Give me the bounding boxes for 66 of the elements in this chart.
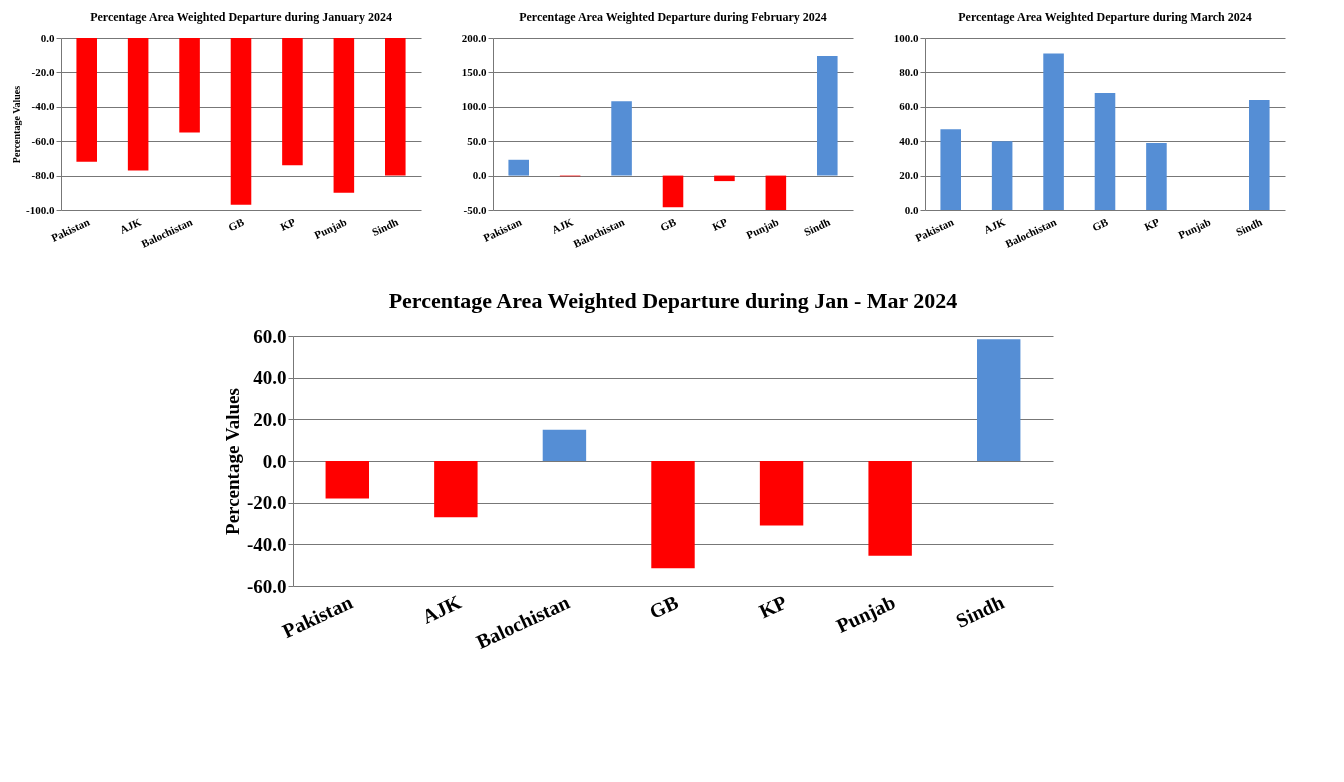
y-tick-label: 100.0 — [893, 31, 919, 44]
y-tick-label: -40.0 — [246, 533, 287, 555]
bar — [817, 55, 838, 176]
bar — [1146, 142, 1167, 210]
x-tick-label: KP — [278, 215, 298, 233]
x-tick-label: KP — [755, 590, 791, 623]
y-tick-label: -50.0 — [463, 203, 487, 216]
y-tick-label: 40.0 — [253, 367, 287, 389]
x-tick-label: GB — [645, 590, 682, 623]
bar — [1043, 53, 1064, 210]
y-tick-label: 200.0 — [461, 31, 487, 44]
x-tick-label: GB — [226, 215, 247, 234]
y-tick-label: 0.0 — [472, 169, 487, 182]
bar — [714, 175, 735, 182]
bar — [1249, 99, 1270, 210]
bar — [991, 141, 1013, 210]
x-tick-label: KP — [710, 215, 730, 233]
y-tick-label: 0.0 — [262, 450, 287, 472]
bar — [1094, 93, 1116, 210]
x-tick-label: KP — [1142, 215, 1162, 233]
y-tick-label: -40.0 — [31, 100, 55, 113]
bar — [325, 461, 369, 499]
bar — [765, 175, 787, 210]
x-tick-label: AJK — [981, 215, 1008, 236]
y-tick-label: 80.0 — [899, 65, 919, 78]
y-tick-label: 60.0 — [253, 325, 287, 347]
y-tick-label: -80.0 — [31, 169, 55, 182]
y-tick-label: -60.0 — [31, 134, 55, 147]
y-tick-label: 20.0 — [899, 169, 919, 182]
bar — [977, 339, 1021, 461]
y-tick-label: 60.0 — [899, 100, 919, 113]
bar — [542, 429, 587, 461]
x-tick-label: Sindh — [952, 590, 1008, 632]
x-tick-label: AJK — [549, 215, 576, 236]
y-tick-label: 50.0 — [467, 134, 487, 147]
bar — [759, 461, 804, 526]
x-tick-label: Sindh — [369, 215, 400, 239]
y-tick-label: 150.0 — [461, 65, 487, 78]
x-tick-label: AJK — [418, 590, 465, 628]
x-tick-label: GB — [1090, 215, 1111, 234]
bar — [611, 101, 632, 176]
x-tick-label: AJK — [117, 215, 144, 236]
y-tick-label: 0.0 — [40, 31, 55, 44]
chart-title: Percentage Area Weighted Departure during January 2024 — [90, 10, 392, 24]
y-tick-label: -60.0 — [246, 575, 287, 597]
bar — [940, 129, 961, 210]
y-tick-label: 100.0 — [461, 100, 487, 113]
bar — [868, 461, 912, 556]
y-tick-label: -100.0 — [26, 203, 55, 216]
y-tick-label: 20.0 — [253, 408, 287, 430]
bar — [662, 175, 684, 208]
y-axis-title: Percentage Values — [221, 388, 243, 535]
chart-title: Percentage Area Weighted Departure during Jan - Mar 2024 — [388, 288, 958, 313]
chart-title: Percentage Area Weighted Departure during February 2024 — [519, 10, 827, 24]
y-tick-label: -20.0 — [31, 65, 55, 78]
y-tick-label: 40.0 — [899, 134, 919, 147]
bar — [651, 461, 695, 569]
y-axis-title: Percentage Values — [11, 85, 23, 164]
y-tick-label: -20.0 — [246, 492, 287, 514]
x-tick-label: GB — [658, 215, 679, 234]
bar — [508, 159, 529, 176]
bar — [434, 461, 478, 518]
x-tick-label: Sindh — [801, 215, 832, 239]
chart-title: Percentage Area Weighted Departure during March 2024 — [958, 10, 1252, 24]
x-tick-label: Sindh — [1233, 215, 1264, 239]
y-tick-label: 0.0 — [904, 203, 919, 216]
